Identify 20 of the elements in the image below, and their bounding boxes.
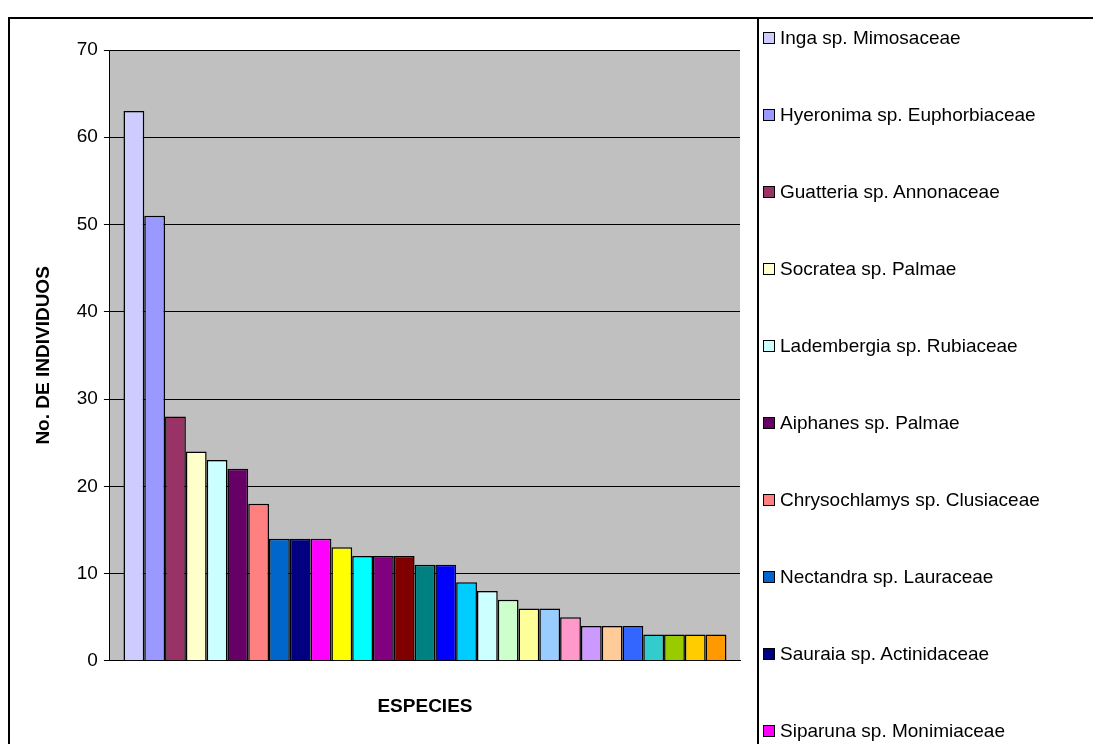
legend-label: Socratea sp. Palmae	[780, 258, 957, 280]
legend-label: Siparuna sp. Monimiaceae	[780, 720, 1005, 742]
y-tick-label: 30	[76, 387, 98, 409]
y-tick-label: 10	[76, 561, 98, 583]
y-tick-label: 40	[76, 300, 98, 322]
legend-label: Guatteria sp. Annonaceae	[780, 181, 1000, 203]
y-tick-label: 60	[76, 125, 98, 147]
y-tick-label: 70	[76, 38, 98, 60]
y-axis-title: No. DE INDIVIDUOS	[31, 266, 53, 445]
x-axis-title: ESPECIES	[377, 694, 473, 716]
y-tick-label: 50	[76, 212, 98, 234]
legend-label: Ladembergia sp. Rubiaceae	[780, 335, 1018, 357]
legend-label: Hyeronima sp. Euphorbiaceae	[780, 104, 1036, 126]
legend-label: Sauraia sp. Actinidaceae	[780, 643, 990, 665]
legend-label: Chrysochlamys sp. Clusiaceae	[780, 489, 1040, 511]
legend-label: Aiphanes sp. Palmae	[780, 412, 960, 434]
y-tick-label: 0	[87, 649, 98, 671]
legend-label: Inga sp. Mimosaceae	[780, 27, 961, 49]
legend-label: Nectandra sp. Lauraceae	[780, 566, 994, 588]
y-tick-label: 20	[76, 474, 98, 496]
